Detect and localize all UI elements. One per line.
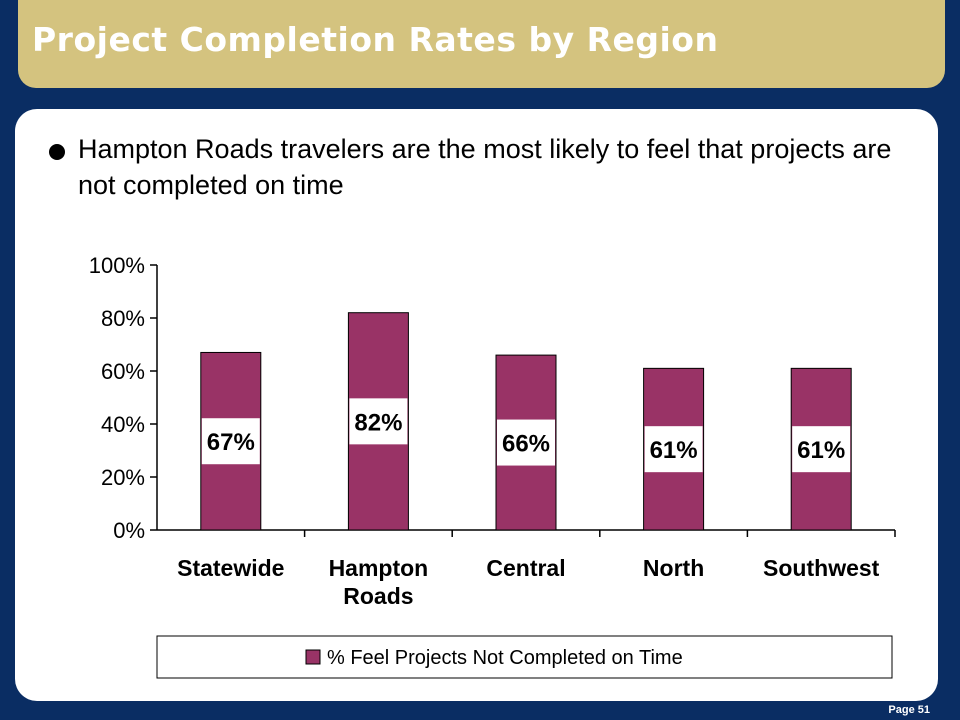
legend-label: % Feel Projects Not Completed on Time xyxy=(327,647,683,669)
y-tick-label: 60% xyxy=(101,359,145,384)
category-label: Statewide xyxy=(177,555,284,581)
data-label: 61% xyxy=(650,437,698,464)
category-label: Hampton xyxy=(329,555,429,581)
data-label-box xyxy=(792,426,851,473)
data-label-box xyxy=(644,426,703,473)
legend-swatch xyxy=(305,649,321,665)
category-label: Southwest xyxy=(763,555,880,581)
bullet-text: Hampton Roads travelers are the most lik… xyxy=(78,134,892,200)
y-tick-label: 100% xyxy=(89,253,145,278)
title-bar: Project Completion Rates by Region xyxy=(18,0,945,88)
y-tick-label: 0% xyxy=(113,518,145,543)
data-label-box xyxy=(349,398,408,445)
page-number: Page 51 xyxy=(888,704,930,716)
content-panel: Hampton Roads travelers are the most lik… xyxy=(15,109,938,701)
legend-box xyxy=(156,635,893,679)
data-label-box xyxy=(497,419,555,466)
slide-title: Project Completion Rates by Region xyxy=(32,20,719,59)
category-label: Central xyxy=(486,555,565,581)
category-label: Roads xyxy=(343,583,413,609)
y-tick-label: 40% xyxy=(101,412,145,437)
data-label: 61% xyxy=(797,437,845,464)
category-label: North xyxy=(643,555,704,581)
y-tick-label: 20% xyxy=(101,465,145,490)
data-label-box xyxy=(201,418,260,465)
y-tick-label: 80% xyxy=(101,306,145,331)
data-label: 82% xyxy=(354,409,402,436)
data-label: 66% xyxy=(502,431,550,458)
data-label: 67% xyxy=(207,429,255,456)
bullet-icon xyxy=(49,144,65,160)
